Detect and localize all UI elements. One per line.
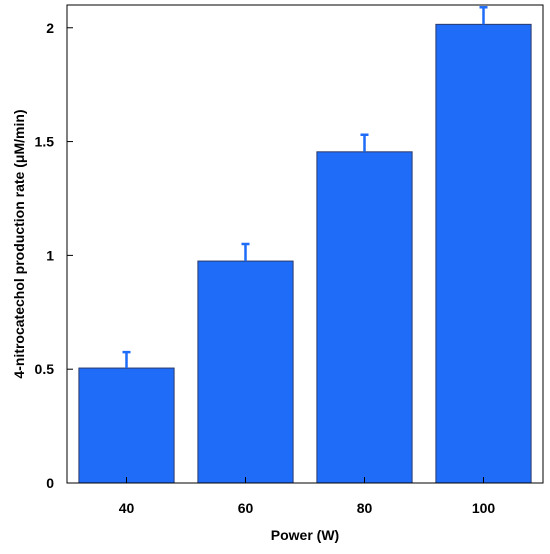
x-tick-label: 100	[472, 500, 496, 516]
bar-80	[316, 151, 413, 484]
y-tick-label: 1.5	[35, 134, 55, 150]
y-tick-label: 0	[46, 475, 54, 491]
y-tick-label: 1	[46, 247, 54, 263]
y-axis-ticks: 0 0.5 1 1.5 2	[35, 20, 73, 491]
error-bars-layer	[122, 6, 488, 369]
error-bar-40	[122, 350, 131, 369]
y-axis-title: 4-nitrocatechol production rate (μM/min)	[11, 109, 27, 378]
plot-frame	[66, 4, 544, 484]
x-tick-label: 60	[238, 500, 254, 516]
x-axis-ticks: 40 60 80 100	[119, 477, 496, 516]
x-tick-label: 80	[357, 500, 373, 516]
x-tick-label: 40	[119, 500, 135, 516]
error-bar-60	[241, 242, 250, 262]
bar-40	[78, 367, 175, 484]
bars-layer	[78, 23, 532, 484]
y-tick-label: 0.5	[35, 361, 55, 377]
bar-100	[435, 23, 532, 484]
bar-60	[197, 260, 294, 484]
y-tick-label: 2	[46, 20, 54, 36]
error-bar-80	[360, 133, 369, 152]
error-bar-100	[479, 6, 488, 25]
x-axis-title: Power (W)	[271, 527, 339, 543]
